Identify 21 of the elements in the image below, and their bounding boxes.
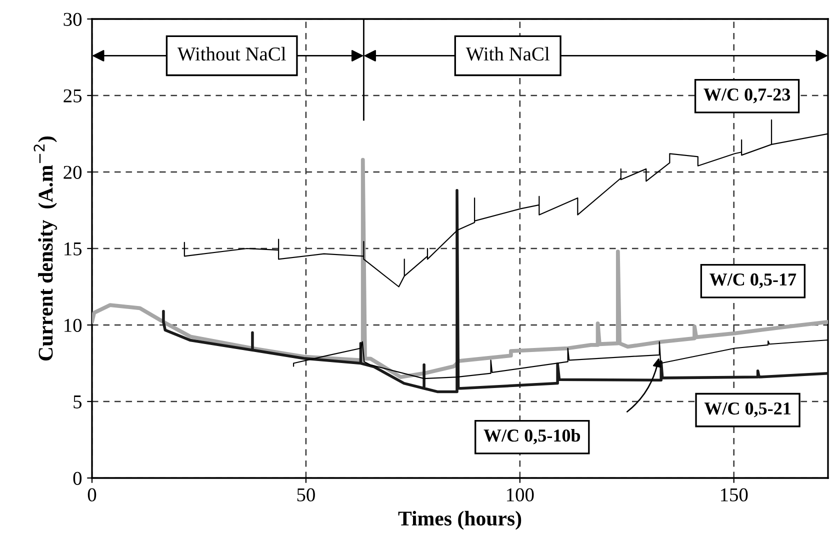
x-tick-label: 100 xyxy=(507,488,534,502)
text: W/C 0,5-17 xyxy=(710,273,796,288)
y-tick-label: 30 xyxy=(64,12,82,26)
y-tick-label: 15 xyxy=(64,242,82,256)
x-axis-title: Times (hours) xyxy=(398,510,522,530)
annotation: With NaCl xyxy=(466,46,550,61)
x-tick-label: 150 xyxy=(720,488,748,502)
series-label: W/C 0,5-21 xyxy=(704,402,790,418)
y-tick-label: 25 xyxy=(64,89,82,102)
line-series xyxy=(92,158,828,379)
y-tick-label: 5 xyxy=(74,396,82,408)
text: W/C 0,5-10b xyxy=(484,428,580,444)
y-tick-label: 10 xyxy=(64,318,82,332)
y-tick-label: 20 xyxy=(64,166,82,179)
series-label: W/C 0,7-23 xyxy=(704,88,790,104)
y-tick-label: 0 xyxy=(73,472,82,485)
x-tick-label: 0 xyxy=(88,488,96,502)
y-axis-title: Current density (A.m$^{−2}$) xyxy=(34,136,58,360)
line-series xyxy=(162,188,828,394)
annotation: Without NaCl xyxy=(177,46,286,61)
x-tick-label: 50 xyxy=(297,488,315,502)
